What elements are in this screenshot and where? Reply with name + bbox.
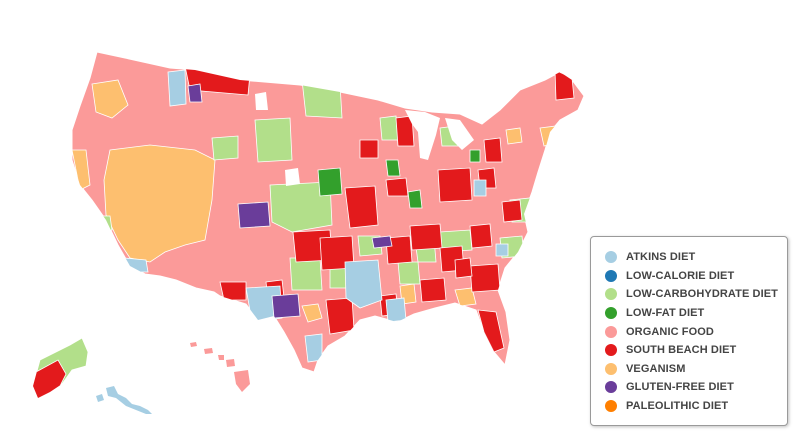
region-lowcarb-mt [254,117,293,163]
region-lowcarb-wi [379,115,399,141]
region-gluten-mt [187,83,203,103]
region-lowcarb-ok [289,257,323,291]
region-lowfat-oh [469,149,481,163]
legend-label-atkins: ATKINS DIET [626,251,696,264]
legend: ATKINS DIET LOW-CALORIE DIET LOW-CARBOHY… [590,236,788,426]
region-gluten-tx [271,293,301,319]
legend-swatch-veganism [605,362,617,375]
region-atkins-oh [473,179,487,197]
legend-item-organic-food[interactable]: ORGANIC FOOD [605,322,787,341]
alaska [32,337,152,414]
region-lowcarb-nd [301,79,343,119]
legend-label-paleolithic: PALEOLITHIC DIET [626,400,729,413]
region-southbeach-oh [483,137,503,163]
legend-swatch-paleolithic [605,400,617,413]
region-lowfat-ne [317,167,343,197]
region-southbeach-mi [395,115,415,147]
region-southbeach-nc [501,199,523,223]
region-lowfat-il [385,159,401,177]
region-lowfat-in [407,189,423,209]
region-southbeach-tn [409,223,443,251]
region-gluten-co [237,201,271,229]
legend-item-low-calorie[interactable]: LOW-CALORIE DIET [605,267,787,286]
legend-label-low-calorie: LOW-CALORIE DIET [626,269,735,282]
legend-swatch-organic-food [605,325,617,338]
legend-item-gluten-free[interactable]: GLUTEN-FREE DIET [605,378,787,397]
legend-item-low-fat[interactable]: LOW-FAT DIET [605,304,787,323]
region-veganism-nw [91,79,129,119]
region-veganism-coast [72,149,91,191]
great-lakes [405,110,440,160]
legend-label-veganism: VEGANISM [626,362,686,375]
region-southbeach-wv [385,177,409,197]
region-southbeach-la [325,297,355,335]
gap-wy [285,168,300,186]
legend-swatch-low-calorie [605,269,617,282]
region-lowcarb-tn [397,261,421,285]
legend-swatch-low-fat [605,307,617,320]
region-southbeach-ga [469,263,501,293]
region-veganism-ga [454,287,477,307]
legend-label-south-beach: SOUTH BEACH DIET [626,344,737,357]
region-southbeach-ms [419,277,447,303]
legend-label-organic-food: ORGANIC FOOD [626,325,714,338]
legend-item-atkins[interactable]: ATKINS DIET [605,248,787,267]
legend-item-low-carbohydrate[interactable]: LOW-CARBOHYDRATE DIET [605,285,787,304]
legend-swatch-gluten-free [605,381,617,394]
region-southbeach-mo [344,185,379,229]
region-southbeach-ky [469,223,493,249]
legend-label-gluten-free: GLUTEN-FREE DIET [626,381,734,394]
region-veganism-ne [505,127,523,145]
legend-swatch-atkins [605,251,617,264]
legend-swatch-low-carbohydrate [605,288,617,301]
region-southbeach-il [385,235,413,265]
region-southbeach-az [219,281,247,301]
region-gluten-mo [371,235,393,249]
legend-label-low-carbohydrate: LOW-CARBOHYDRATE DIET [626,288,778,301]
region-atkins-id [167,69,187,107]
lake-michigan [445,118,474,150]
region-southbeach-fl [477,309,505,353]
legend-swatch-south-beach [605,344,617,357]
hawaii [190,342,250,392]
legend-label-low-fat: LOW-FAT DIET [626,307,705,320]
region-atkins-ms [344,259,383,309]
region-southbeach-sc [454,257,473,279]
contiguous-us [71,51,585,373]
legend-item-veganism[interactable]: VEGANISM [605,360,787,379]
region-atkins-fl [385,297,407,323]
region-southbeach-in [437,167,473,203]
gap-mt [255,92,268,110]
region-veganism-tx [301,303,323,323]
region-southbeach-ia [359,139,379,159]
region-lowcarb-id [211,135,239,161]
region-atkins-ca [123,257,149,273]
region-veganism-ne2 [539,125,561,147]
legend-item-south-beach[interactable]: SOUTH BEACH DIET [605,341,787,360]
legend-item-paleolithic[interactable]: PALEOLITHIC DIET [605,397,787,416]
region-atkins-la [304,333,323,363]
region-atkins-ga [495,243,509,257]
